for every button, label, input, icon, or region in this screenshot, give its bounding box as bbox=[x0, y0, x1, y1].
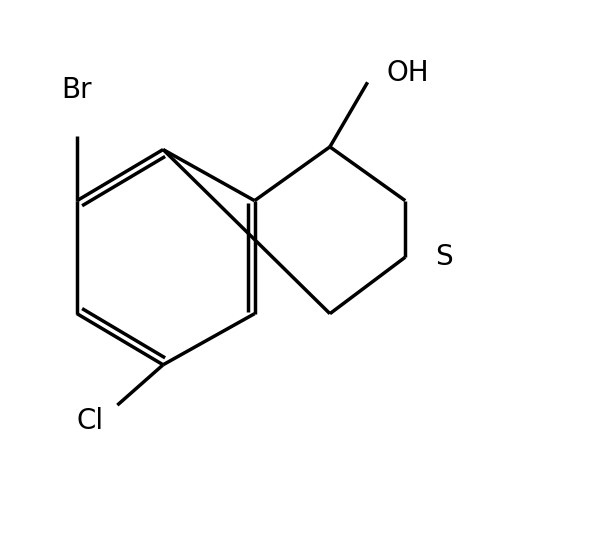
Text: Br: Br bbox=[62, 76, 92, 104]
Text: OH: OH bbox=[387, 59, 429, 87]
Text: Cl: Cl bbox=[77, 407, 104, 436]
Text: S: S bbox=[435, 243, 453, 271]
